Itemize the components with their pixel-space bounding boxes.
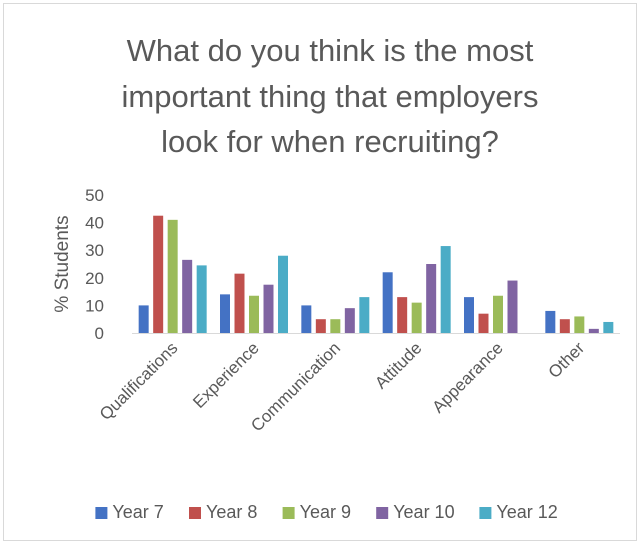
x-tick-label: Experience <box>189 338 263 412</box>
legend-swatch <box>376 507 389 519</box>
bar <box>426 264 437 333</box>
legend-swatch <box>95 507 108 519</box>
y-tick-label: 20 <box>85 269 104 288</box>
y-tick-label: 30 <box>85 241 104 260</box>
bar <box>220 294 230 333</box>
chart-title-line-3: look for when recruiting? <box>161 124 499 159</box>
bar <box>167 219 178 333</box>
bar <box>153 215 164 333</box>
legend-label: Year 7 <box>112 502 163 522</box>
bar <box>440 246 451 333</box>
bar <box>278 255 288 333</box>
bar <box>315 319 326 333</box>
bar <box>196 265 207 333</box>
bar <box>382 272 393 333</box>
bar <box>507 280 518 333</box>
y-tick-label: 0 <box>95 324 104 343</box>
y-tick-label: 10 <box>85 296 104 315</box>
legend-label: Year 8 <box>206 502 257 522</box>
bars <box>138 215 614 333</box>
legend-swatch <box>189 507 201 519</box>
bar <box>330 319 341 333</box>
x-tick-label: Attitude <box>371 338 425 392</box>
bar <box>493 295 503 333</box>
y-axis-ticks: 0 10 20 30 40 50 <box>85 186 104 343</box>
bar <box>464 297 474 333</box>
chart-frame <box>3 3 637 541</box>
legend-label: Year 9 <box>300 502 351 522</box>
bar <box>263 284 274 333</box>
bar <box>138 305 149 333</box>
bar <box>411 302 422 333</box>
bar <box>545 310 556 333</box>
chart-title-line-2: important thing that employers <box>122 79 539 114</box>
x-tick-label: Appearance <box>429 338 507 416</box>
bar <box>344 308 355 333</box>
bar <box>301 305 312 333</box>
bar <box>182 259 193 333</box>
x-tick-label: Other <box>545 338 589 382</box>
bar <box>603 321 614 333</box>
bar <box>559 319 570 333</box>
legend: Year 7 Year 8 Year 9 Year 10 Year 12 <box>95 502 558 522</box>
bar <box>478 313 489 333</box>
bar <box>574 316 585 333</box>
bar <box>588 328 599 333</box>
legend-swatch <box>282 507 295 519</box>
legend-label: Year 10 <box>393 502 454 522</box>
chart-title-line-1: What do you think is the most <box>127 33 534 68</box>
chart-title: What do you think is the most important … <box>122 33 539 159</box>
bar <box>397 297 408 333</box>
legend-label: Year 12 <box>496 502 557 522</box>
x-tick-label: Qualifications <box>96 338 182 424</box>
y-tick-label: 50 <box>85 186 104 205</box>
y-tick-label: 40 <box>85 214 104 233</box>
bar <box>249 295 259 333</box>
x-tick-label: Communication <box>247 338 344 435</box>
y-axis-label: % Students <box>52 215 73 312</box>
bar <box>359 297 370 333</box>
bar <box>234 273 245 333</box>
legend-swatch <box>479 507 492 519</box>
